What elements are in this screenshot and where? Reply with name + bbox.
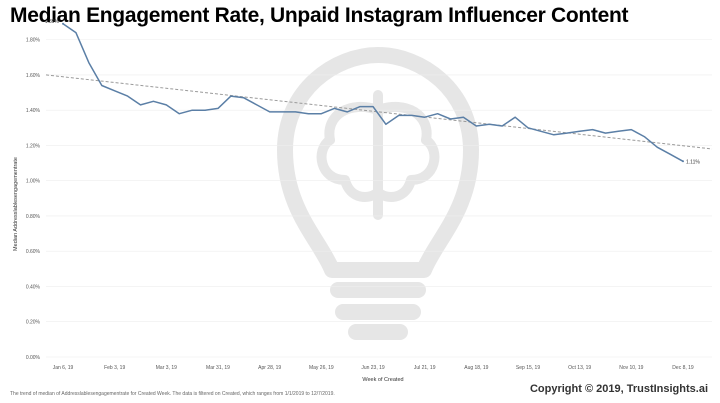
y-axis-ticks: 0.00% 0.20% 0.40% 0.60% 0.80% 1.00% 1.20% 1.40%… bbox=[26, 38, 41, 361]
x-tick-label: Feb 3, 19 bbox=[104, 365, 125, 371]
data-point bbox=[62, 22, 64, 25]
x-tick-label: Aug 18, 19 bbox=[464, 365, 488, 371]
x-axis-ticks: Jan 6, 19 Feb 3, 19 Mar 3, 19 Mar 31, 19 Apr… bbox=[53, 365, 694, 371]
y-tick-label: 0.80% bbox=[26, 214, 41, 220]
y-tick-label: 1.00% bbox=[26, 179, 41, 185]
y-tick-label: 0.40% bbox=[26, 284, 41, 290]
trend-line bbox=[45, 74, 713, 150]
x-tick-label: Sep 15, 19 bbox=[516, 365, 540, 371]
annotation-first: 1.89% bbox=[45, 19, 60, 25]
y-tick-label: 0.20% bbox=[26, 320, 41, 326]
y-tick-label: 1.40% bbox=[26, 108, 41, 114]
chart-title: Median Engagement Rate, Unpaid Instagram… bbox=[10, 4, 629, 27]
x-tick-label: Oct 13, 19 bbox=[568, 365, 591, 371]
y-tick-label: 1.80% bbox=[26, 38, 41, 44]
copyright-text: Copyright © 2019, TrustInsights.ai bbox=[529, 383, 708, 395]
x-tick-label: Mar 31, 19 bbox=[206, 365, 230, 371]
y-tick-label: 1.20% bbox=[26, 143, 41, 149]
x-tick-label: May 26, 19 bbox=[309, 365, 334, 371]
x-tick-label: Nov 10, 19 bbox=[619, 365, 643, 371]
y-tick-label: 1.60% bbox=[26, 73, 41, 79]
y-tick-label: 0.60% bbox=[26, 249, 41, 255]
annotation-last: 1.11% bbox=[686, 159, 700, 165]
footnote: The trend of median of Addresslablesenga… bbox=[10, 391, 335, 397]
series-line bbox=[62, 23, 684, 162]
grid-lines bbox=[46, 39, 712, 358]
x-tick-label: Jul 21, 19 bbox=[414, 365, 436, 371]
lightbulb-brain-icon bbox=[277, 47, 479, 340]
x-tick-label: Jun 23, 19 bbox=[361, 365, 385, 371]
y-tick-label: 0.00% bbox=[26, 355, 41, 361]
x-tick-label: Apr 28, 19 bbox=[258, 365, 281, 371]
x-tick-label: Jan 6, 19 bbox=[53, 365, 74, 371]
data-points bbox=[62, 22, 684, 163]
x-tick-label: Dec 8, 19 bbox=[672, 365, 694, 371]
y-axis-label: Median Addresslablesengagementrate bbox=[13, 157, 19, 251]
x-tick-label: Mar 3, 19 bbox=[156, 365, 177, 371]
x-axis-label: Week of Created bbox=[362, 377, 403, 383]
data-point bbox=[682, 160, 684, 163]
